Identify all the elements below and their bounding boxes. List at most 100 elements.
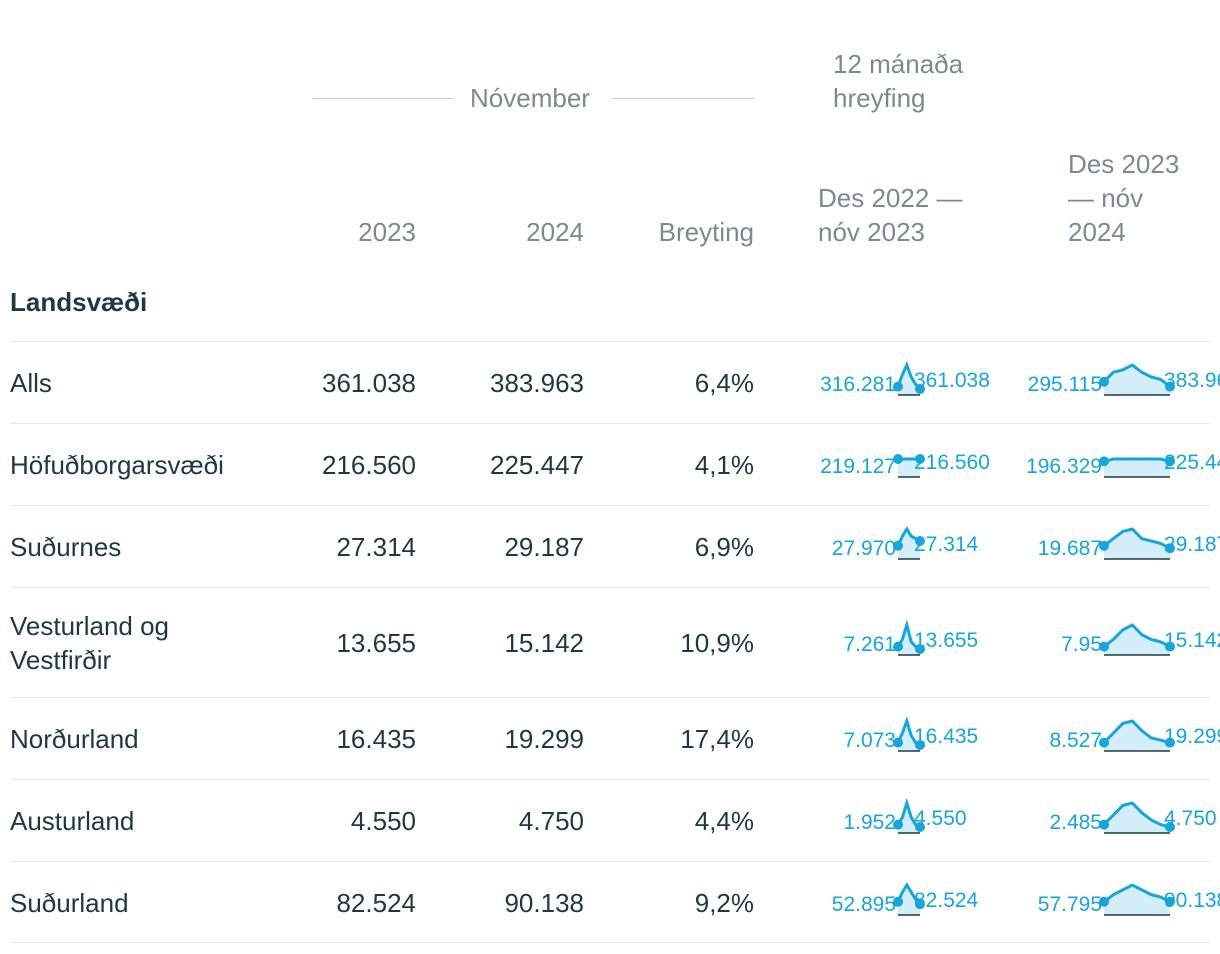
region-name: Suðurland: [10, 886, 129, 920]
region-name: Suðurnes: [10, 530, 121, 564]
spark-line: [1103, 457, 1171, 463]
sparkline-period1: 52.895 82.524: [832, 882, 979, 916]
spark-line: [1102, 719, 1171, 745]
table-row: Höfuðborgarsvæði 216.560 225.447 4,1% 219.12…: [10, 423, 1220, 506]
value-2024: 29.187: [504, 532, 584, 562]
spark-area: [1104, 529, 1170, 559]
spark-min-label: 7.073: [843, 729, 896, 752]
value-change: 4,4%: [694, 806, 754, 836]
spark-area: [1104, 365, 1170, 395]
spark-start-point: [1099, 456, 1109, 467]
spark-max-label: 13.655: [914, 629, 978, 652]
spark-end-point: [1165, 737, 1175, 748]
spark-start-point: [1099, 737, 1109, 748]
spark-max-label: 29.187: [1164, 533, 1220, 556]
spark-min-label: 7.261: [843, 633, 896, 656]
spark-max-label: 225.447: [1164, 451, 1220, 474]
sparkline-period1: 7.261 13.655: [843, 619, 978, 656]
spark-start-point: [893, 641, 903, 652]
value-2024: 383.963: [490, 368, 584, 398]
spark-line: [1102, 363, 1171, 388]
value-2023: 27.314: [336, 532, 416, 562]
spark-max-label: 16.435: [914, 725, 978, 748]
region-name-line1: Höfuðborgarsvæði: [10, 450, 224, 480]
spark-area: [1104, 721, 1170, 751]
spark-end-point: [1165, 543, 1175, 554]
spark-max-label: 216.560: [914, 451, 990, 474]
table-row: Austurland 4.550 4.750 4,4% 1.952 4.550 2.485 4…: [10, 779, 1217, 862]
november-rule-left: [313, 98, 453, 99]
spark-min-label: 52.895: [832, 893, 896, 916]
spark-max-label: 15.142: [1164, 629, 1220, 652]
spark-max-label: 4.550: [914, 807, 967, 830]
spark-min-label: 7.95: [1061, 633, 1102, 656]
spark-end-point: [915, 822, 925, 832]
period1-header-line2: nóv 2023: [818, 217, 925, 247]
spark-end-point: [915, 740, 925, 750]
spark-min-label: 19.687: [1038, 537, 1102, 560]
sparkline-period2: 196.329 225.447: [1026, 451, 1220, 478]
spark-line: [896, 361, 922, 391]
spark-max-label: 27.314: [914, 533, 979, 556]
table-row: Vesturland og Vestfirðir 13.655 15.142 10,9%…: [10, 587, 1220, 698]
sparkline-period2: 2.485 4.750: [1049, 801, 1217, 834]
period1-header: Des 2022 — nóv 2023: [818, 181, 963, 249]
spark-min-label: 1.952: [843, 811, 896, 834]
trend-header-line2: hreyfing: [833, 83, 926, 113]
region-name: Norðurland: [10, 722, 139, 756]
spark-end-point: [1165, 896, 1175, 907]
spark-start-point: [1099, 896, 1109, 907]
spark-line: [1103, 527, 1171, 550]
spark-start-point: [1099, 540, 1109, 551]
table-row: Suðurland 82.524 90.138 9,2% 52.895 82.524 57.…: [10, 861, 1220, 944]
spark-area: [1104, 885, 1170, 915]
sparkline-period2: 19.687 29.187: [1038, 527, 1220, 560]
spark-min-label: 295.115: [1028, 373, 1102, 396]
region-name: Vesturland og Vestfirðir: [10, 609, 169, 677]
value-2023: 4.550: [350, 806, 416, 836]
value-2023: 216.560: [322, 450, 416, 480]
spark-max-label: 4.750: [1164, 807, 1217, 830]
value-change: 9,2%: [694, 888, 754, 918]
spark-min-label: 57.795: [1038, 893, 1102, 916]
sparkline-period2: 7.95 15.142: [1061, 623, 1220, 656]
period2-header-line1: Des 2023: [1068, 149, 1180, 179]
region-name-line1: Suðurnes: [10, 532, 122, 562]
region-name: Austurland: [10, 804, 134, 838]
value-2023: 361.038: [322, 368, 416, 398]
region-name-line1: Vesturland og: [10, 611, 170, 641]
spark-end-point: [915, 899, 925, 910]
spark-start-point: [893, 381, 903, 392]
spark-end-point: [915, 644, 925, 654]
value-2023: 16.435: [336, 724, 416, 754]
period2-header: Des 2023 — nóv 2024: [1068, 147, 1179, 249]
region-name-line1: Austurland: [10, 806, 135, 836]
spark-line: [1103, 623, 1171, 648]
table-bottom-rule: [10, 942, 1210, 943]
value-2024: 15.142: [504, 628, 584, 658]
spark-min-label: 8.527: [1049, 729, 1102, 752]
region-name-line1: Norðurland: [10, 724, 139, 754]
value-2023: 82.524: [336, 888, 416, 918]
spark-max-label: 82.524: [914, 889, 979, 912]
spark-line: [1103, 883, 1171, 904]
period2-header-line2: — nóv: [1068, 183, 1144, 213]
spark-min-label: 219.127: [820, 455, 896, 478]
region-name-line1: Alls: [10, 368, 52, 398]
sparkline-period1: 7.073 16.435: [843, 716, 978, 752]
spark-end-point: [915, 454, 925, 464]
spark-line: [1102, 801, 1171, 829]
sparkline-period1: 316.281 361.038: [820, 361, 990, 396]
value-change: 17,4%: [680, 724, 754, 754]
sparkline-period1: 1.952 4.550: [843, 797, 967, 834]
spark-max-label: 90.138: [1164, 889, 1220, 912]
trend-header-line1: 12 mánaða: [833, 49, 964, 79]
column-header-change: Breyting: [658, 217, 754, 247]
spark-min-label: 2.485: [1049, 811, 1102, 834]
spark-area: [1104, 803, 1170, 833]
spark-start-point: [1099, 641, 1109, 652]
spark-max-label: 383.963: [1164, 369, 1220, 392]
spark-area: [1104, 459, 1170, 477]
spark-start-point: [893, 896, 903, 907]
spark-start-point: [893, 454, 903, 464]
